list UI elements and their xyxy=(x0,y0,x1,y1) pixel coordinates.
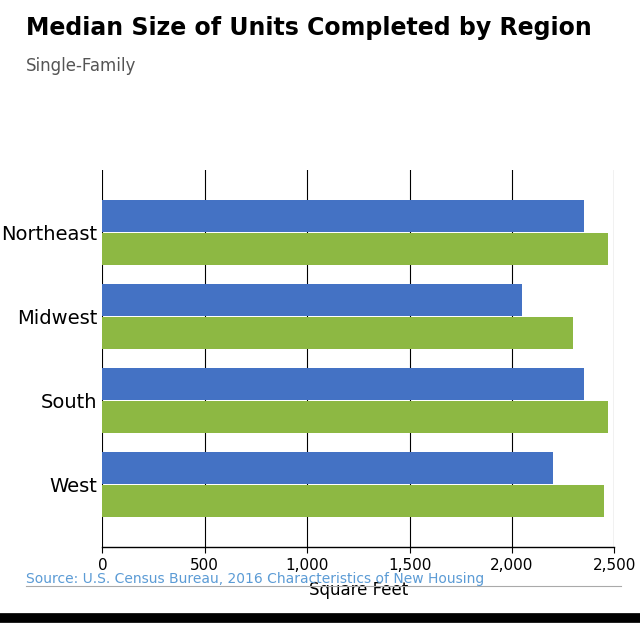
Bar xyxy=(102,401,608,433)
Text: Single-Family: Single-Family xyxy=(26,57,136,75)
Text: Median Size of Units Completed by Region: Median Size of Units Completed by Region xyxy=(26,16,591,40)
Bar xyxy=(102,368,584,400)
Bar xyxy=(102,317,573,349)
Bar xyxy=(102,233,608,265)
Text: Source: U.S. Census Bureau, 2016 Characteristics of New Housing: Source: U.S. Census Bureau, 2016 Charact… xyxy=(26,572,484,586)
Bar xyxy=(102,201,584,232)
Bar xyxy=(102,284,522,316)
X-axis label: Square Feet: Square Feet xyxy=(308,581,408,599)
Bar xyxy=(102,452,553,484)
Bar xyxy=(102,485,604,516)
